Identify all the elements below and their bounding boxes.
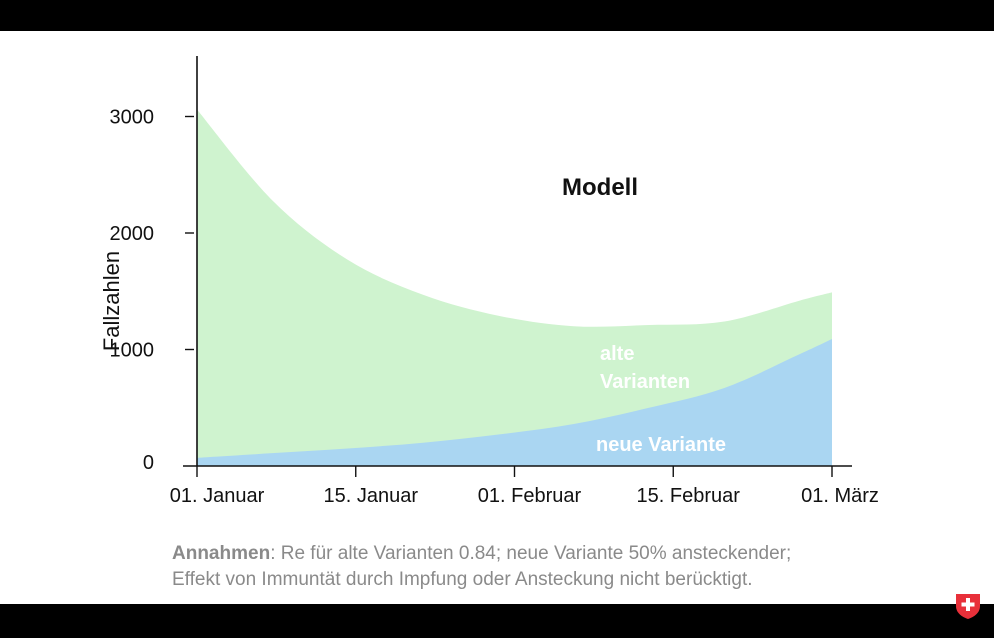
area-alte-varianten [197, 109, 832, 466]
y-axis-label: Fallzahlen [99, 251, 124, 351]
y-tick-label: 1000 [110, 340, 155, 362]
chart-title: Modell [562, 174, 638, 201]
y-tick-label: 3000 [110, 107, 155, 129]
series-label-alte-varianten: alte [600, 343, 634, 365]
assumptions-note: Annahmen: Re für alte Varianten 0.84; ne… [172, 541, 791, 593]
assumptions-line-2: Effekt von Immuntät durch Impfung oder A… [172, 569, 753, 590]
chart-labels: Fallzahlen Modell alte Varianten neue Varian… [99, 174, 726, 456]
chart-axes: 0 1000 2000 3000 01. Januar 15. Januar 01. Feb… [110, 56, 879, 507]
assumptions-text-1: : Re für alte Varianten 0.84; neue Varia… [270, 543, 792, 564]
x-tick-label: 15. Februar [637, 485, 741, 507]
series-label-neue-variante: neue Variante [596, 434, 726, 456]
y-tick-label: 0 [143, 452, 154, 474]
series-label-alte-varianten: Varianten [600, 371, 690, 393]
x-tick-label: 01. Februar [478, 485, 582, 507]
area-neue-variante [197, 339, 832, 466]
assumptions-heading: Annahmen [172, 543, 271, 564]
x-tick-label: 15. Januar [323, 485, 418, 507]
assumptions-line-1: Annahmen: Re für alte Varianten 0.84; ne… [172, 541, 791, 567]
swiss-flag-shield-icon [956, 594, 980, 619]
y-tick-label: 2000 [110, 223, 155, 245]
x-tick-label: 01. Januar [170, 485, 265, 507]
chart: 0 1000 2000 3000 01. Januar 15. Januar 01. Feb… [99, 56, 879, 507]
chart-areas [197, 109, 832, 466]
slide: 0 1000 2000 3000 01. Januar 15. Januar 01. Feb… [0, 31, 994, 604]
x-tick-label: 01. März [801, 485, 879, 507]
